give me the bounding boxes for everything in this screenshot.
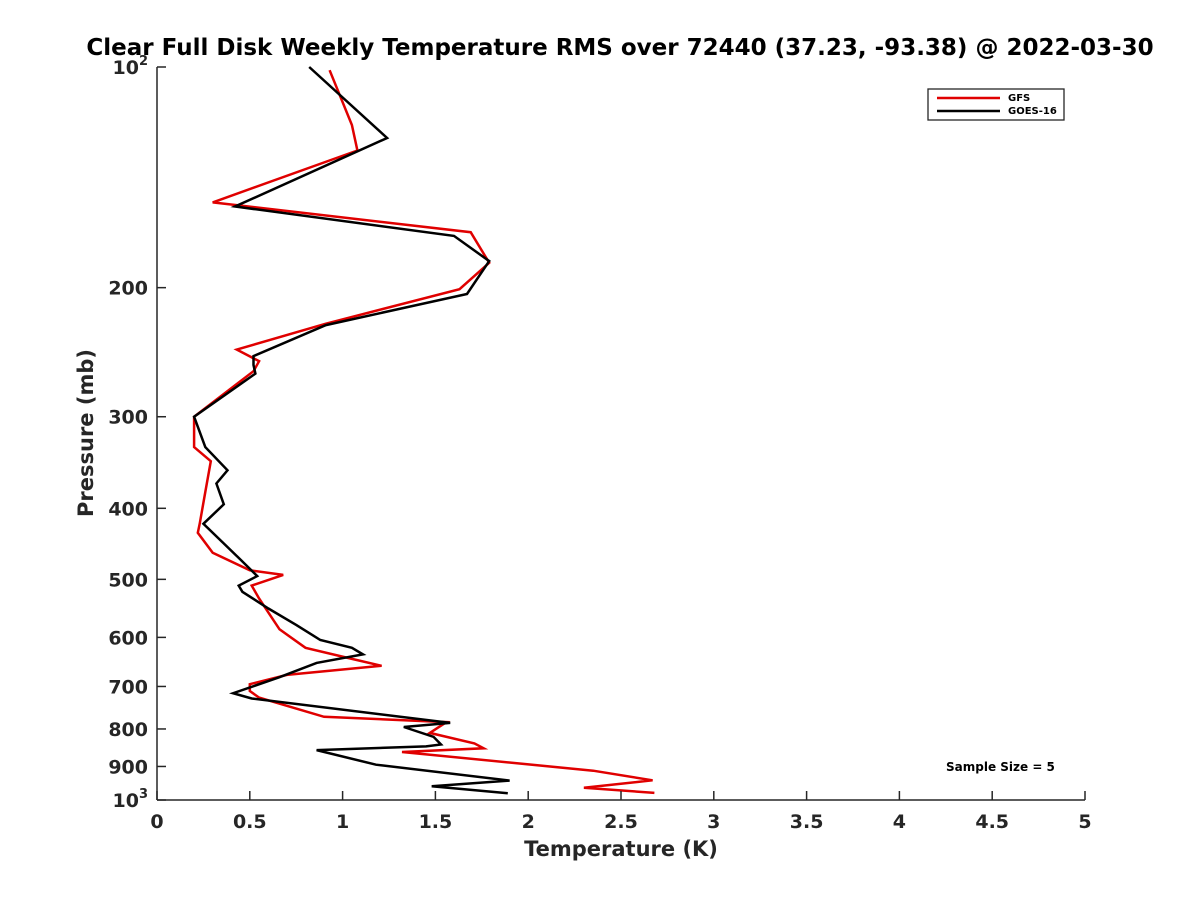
- y-tick-label: 500: [108, 569, 148, 591]
- x-tick-label: 1.5: [419, 811, 453, 833]
- y-ticks: 102 200 300 400 500 600 700 800 900 103: [108, 54, 166, 812]
- x-tick-label: 0.5: [233, 811, 267, 833]
- x-tick-label: 4.5: [975, 811, 1009, 833]
- x-tick-label: 1: [336, 811, 349, 833]
- legend: GFS GOES-16: [927, 88, 1065, 121]
- y-tick-label: 700: [108, 676, 148, 698]
- y-axis-label: Pressure (mb): [74, 349, 98, 517]
- y-tick-label: 200: [108, 278, 148, 300]
- y-tick-label: 400: [108, 498, 148, 520]
- series-layer: [192, 66, 655, 795]
- y-tick-label: 102: [113, 54, 149, 79]
- y-tick-label: 900: [108, 756, 148, 778]
- y-tick-label: 600: [108, 627, 148, 649]
- x-tick-label: 3.5: [790, 811, 824, 833]
- x-tick-label: 3: [707, 811, 720, 833]
- legend-label-goes16: GOES-16: [1008, 106, 1057, 117]
- x-ticks: 0 0.5 1 1.5 2 2.5 3 3.5 4 4.5 5: [150, 791, 1092, 833]
- sample-size-annotation: Sample Size = 5: [946, 760, 1055, 774]
- legend-label-gfs: GFS: [1008, 93, 1030, 104]
- x-tick-label: 2.5: [604, 811, 638, 833]
- legend-box: [927, 88, 1065, 121]
- chart-title: Clear Full Disk Weekly Temperature RMS o…: [86, 35, 1153, 61]
- y-tick-label: 300: [108, 407, 148, 429]
- x-tick-label: 5: [1078, 811, 1091, 833]
- series-line-gfs: [192, 69, 655, 795]
- y-tick-label: 800: [108, 719, 148, 741]
- y-tick-label: 103: [113, 787, 149, 812]
- series-line-goes16: [192, 66, 510, 795]
- axes-layer: [156, 67, 1085, 801]
- x-tick-label: 0: [150, 811, 163, 833]
- x-axis-label: Temperature (K): [524, 837, 718, 861]
- x-tick-label: 2: [522, 811, 535, 833]
- x-tick-label: 4: [893, 811, 906, 833]
